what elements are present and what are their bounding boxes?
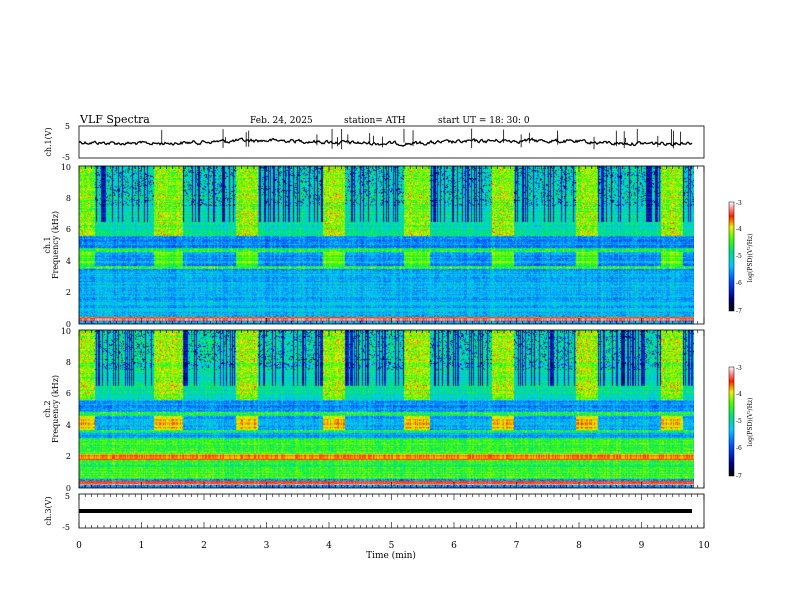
ch2-cbar-tick-m4: -4 <box>736 391 742 398</box>
ch1-ytick-top: 5 <box>65 122 70 131</box>
xtick-0: 0 <box>76 541 82 551</box>
ch1-ytick-bottom: -5 <box>62 153 70 162</box>
ch1-spectrogram-image <box>79 166 694 324</box>
ch1-colorbar-label: log(PSD)(V²/Hz) <box>747 234 754 283</box>
date-label: Feb. 24, 2025 <box>250 116 313 126</box>
ch2-cbar-tick-m5: -5 <box>736 418 742 425</box>
xtick-10: 10 <box>698 541 710 551</box>
xaxis-label: Time (min) <box>366 550 416 561</box>
ch1-spectrogram-panel: ch.1 Frequency (kHz) 0 2 4 6 8 10 -3 -4 … <box>43 163 754 329</box>
figure-title: VLF Spectra <box>79 113 150 126</box>
ch2-spec-ylabel-top: ch.2 <box>43 400 52 417</box>
ch3-waveform-panel: 5 -5 ch.3(V) <box>44 492 705 532</box>
time-axis-ticks <box>78 494 705 528</box>
ch2-spectrogram-image <box>79 330 694 488</box>
xtick-5: 5 <box>389 541 395 551</box>
xtick-6: 6 <box>451 541 457 551</box>
ch2-cbar-tick-m6: -6 <box>736 445 742 452</box>
ch1-spec-ytick-6: 6 <box>66 225 71 234</box>
time-axis-labels: 0 1 2 3 4 5 6 7 8 9 10 <box>76 541 710 551</box>
ch1-cbar-tick-m5: -5 <box>736 253 742 260</box>
ch3-ytick-bottom: -5 <box>62 523 70 532</box>
ch3-ytick-top: 5 <box>65 492 70 501</box>
station-label: station= ATH <box>344 116 406 126</box>
ch1-waveform-spikes <box>161 128 681 150</box>
ch1-waveform-line <box>78 137 693 147</box>
ch3-ylabel: ch.3(V) <box>44 496 53 525</box>
ch3-waveform-line <box>79 509 692 513</box>
xtick-3: 3 <box>264 541 270 551</box>
ch2-spec-ytick-10: 10 <box>61 327 71 336</box>
ch1-cbar-tick-m7: -7 <box>736 308 742 315</box>
ch1-cbar-tick-m6: -6 <box>736 280 742 287</box>
ch2-spec-ytick-2: 2 <box>66 452 71 461</box>
ch2-spec-ytick-6: 6 <box>66 389 71 398</box>
ch2-spec-ylabel: Frequency (kHz) <box>51 375 60 443</box>
xtick-1: 1 <box>139 541 145 551</box>
xtick-8: 8 <box>576 541 582 551</box>
ch1-spec-ylabel-top: ch.1 <box>43 236 52 253</box>
ch2-cbar-tick-m3: -3 <box>736 365 742 372</box>
ch1-spec-ytick-10: 10 <box>61 163 71 172</box>
ch1-colorbar <box>728 201 735 312</box>
ch1-cbar-tick-m3: -3 <box>736 200 742 207</box>
ch1-waveform-panel: 5 -5 ch.1(V) <box>44 122 705 162</box>
xtick-4: 4 <box>326 541 332 551</box>
xtick-9: 9 <box>639 541 645 551</box>
ch1-spec-ytick-8: 8 <box>66 194 71 203</box>
ch2-spectrogram-ticks <box>78 330 705 488</box>
start-time-label: start UT = 18: 30: 0 <box>438 116 530 126</box>
ch2-colorbar-label: log(PSD)(V²/Hz) <box>747 398 754 447</box>
ch1-cbar-tick-m4: -4 <box>736 226 742 233</box>
ch2-spec-ytick-8: 8 <box>66 358 71 367</box>
ch2-spectrogram-panel: ch.2 Frequency (kHz) 0 2 4 6 8 10 -3 -4 … <box>43 327 754 493</box>
ch2-spec-ytick-0: 0 <box>66 484 71 493</box>
ch1-spec-ytick-0: 0 <box>66 320 71 329</box>
ch1-spec-ytick-4: 4 <box>66 257 71 266</box>
ch1-spec-ytick-2: 2 <box>66 288 71 297</box>
ch2-cbar-tick-m7: -7 <box>736 473 742 480</box>
ch1-spec-ylabel: Frequency (kHz) <box>51 211 60 279</box>
ch2-spec-ytick-4: 4 <box>66 421 71 430</box>
ch1-ylabel: ch.1(V) <box>44 127 53 156</box>
ch1-spectrogram-ticks <box>78 166 705 324</box>
xtick-2: 2 <box>201 541 207 551</box>
xtick-7: 7 <box>514 541 520 551</box>
ch2-colorbar <box>728 366 735 477</box>
